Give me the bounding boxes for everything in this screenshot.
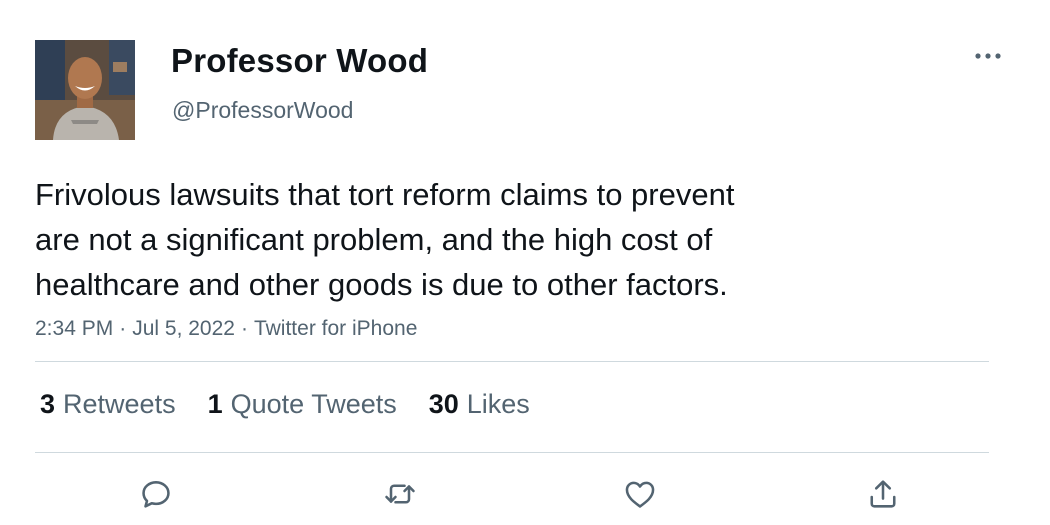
like-button[interactable]	[620, 474, 660, 514]
heart-icon	[625, 481, 655, 508]
retweets-stat[interactable]: 3 Retweets	[40, 389, 176, 420]
tweet-date[interactable]: Jul 5, 2022	[132, 317, 235, 340]
likes-label: Likes	[466, 389, 530, 419]
reply-bubble-icon	[142, 481, 170, 508]
more-options-button[interactable]	[970, 42, 1006, 70]
tweet-source[interactable]: Twitter for iPhone	[253, 317, 418, 340]
retweets-count: 3	[40, 389, 56, 419]
quote-tweets-stat[interactable]: 1 Quote Tweets	[208, 389, 397, 420]
more-horizontal-icon	[975, 53, 1001, 59]
display-name[interactable]: Professor Wood	[171, 42, 429, 79]
divider	[35, 452, 989, 453]
share-button[interactable]	[863, 474, 903, 514]
avatar[interactable]	[35, 40, 135, 140]
tweet-metadata: 2:34 PM · Jul 5, 2022 · Twitter for iPhone	[35, 317, 417, 341]
meta-separator: ·	[240, 317, 248, 340]
tweet-text: Frivolous lawsuits that tort reform clai…	[35, 177, 735, 302]
quote-tweets-label: Quote Tweets	[230, 389, 397, 419]
retweet-button[interactable]	[380, 474, 420, 514]
engagement-stats: 3 Retweets 1 Quote Tweets 30 Likes	[40, 389, 562, 420]
divider	[35, 361, 989, 362]
tweet-time[interactable]: 2:34 PM	[35, 317, 114, 340]
reply-button[interactable]	[136, 474, 176, 514]
quote-tweets-count: 1	[207, 389, 223, 419]
retweet-arrows-icon	[385, 484, 415, 504]
likes-count: 30	[428, 389, 459, 419]
retweets-label: Retweets	[63, 389, 176, 419]
user-handle[interactable]: @ProfessorWood	[172, 97, 354, 123]
meta-separator: ·	[119, 317, 127, 340]
share-upload-icon	[870, 480, 896, 508]
avatar-photo	[35, 40, 135, 140]
likes-stat[interactable]: 30 Likes	[429, 389, 530, 420]
